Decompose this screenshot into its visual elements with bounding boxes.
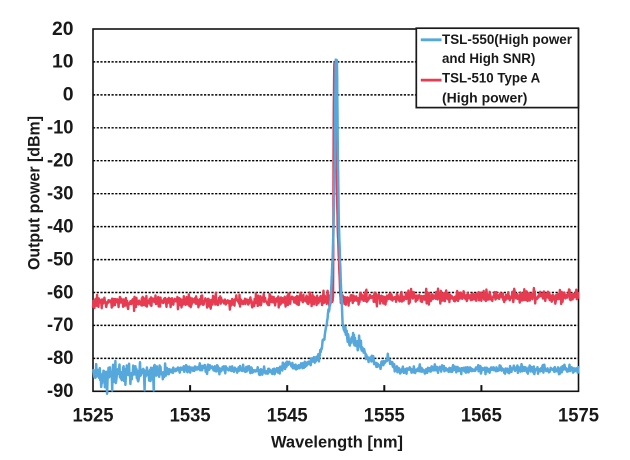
svg-text:-20: -20: [47, 150, 74, 172]
svg-text:-90: -90: [47, 380, 74, 402]
svg-text:TSL-510 Type A: TSL-510 Type A: [442, 71, 540, 87]
svg-text:-70: -70: [47, 314, 74, 336]
svg-text:-50: -50: [47, 248, 74, 270]
svg-text:1555: 1555: [364, 405, 405, 427]
svg-text:-40: -40: [47, 215, 74, 237]
svg-text:-60: -60: [47, 281, 74, 303]
svg-text:and High SNR): and High SNR): [442, 51, 536, 67]
svg-text:1565: 1565: [461, 405, 502, 427]
svg-text:Wavelength [nm]: Wavelength [nm]: [271, 434, 403, 452]
svg-text:1535: 1535: [170, 405, 211, 427]
svg-text:1575: 1575: [558, 405, 599, 427]
svg-text:-30: -30: [47, 183, 74, 205]
svg-text:0: 0: [63, 84, 74, 106]
svg-text:1525: 1525: [73, 405, 114, 427]
svg-text:-10: -10: [47, 117, 74, 139]
svg-text:(High power): (High power): [442, 90, 528, 106]
svg-text:1545: 1545: [267, 405, 308, 427]
svg-text:-80: -80: [47, 347, 74, 369]
svg-text:TSL-550(High power: TSL-550(High power: [442, 32, 572, 48]
svg-text:20: 20: [52, 18, 74, 40]
svg-text:10: 10: [52, 51, 74, 73]
svg-text:Output power [dBm]: Output power [dBm]: [26, 116, 44, 270]
